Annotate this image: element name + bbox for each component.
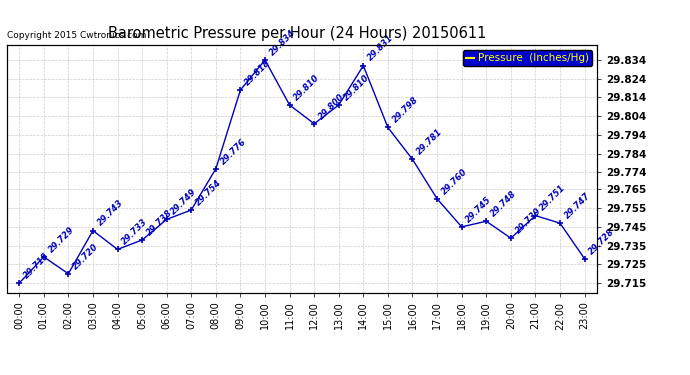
Text: 29.747: 29.747 [563, 191, 592, 220]
Text: 29.715: 29.715 [22, 251, 51, 280]
Text: 29.751: 29.751 [538, 183, 567, 213]
Text: Copyright 2015 Cwtronics.com: Copyright 2015 Cwtronics.com [8, 31, 147, 40]
Text: 29.760: 29.760 [440, 166, 469, 196]
Text: 29.831: 29.831 [366, 33, 395, 63]
Text: 29.834: 29.834 [268, 28, 297, 57]
Text: 29.748: 29.748 [489, 189, 518, 219]
Text: 29.810: 29.810 [342, 73, 371, 102]
Text: 29.798: 29.798 [391, 95, 420, 125]
Text: 29.728: 29.728 [587, 226, 617, 256]
Text: 29.743: 29.743 [96, 198, 125, 228]
Text: 29.800: 29.800 [317, 92, 346, 121]
Text: 29.810: 29.810 [293, 73, 322, 102]
Text: 29.818: 29.818 [243, 58, 273, 87]
Text: 29.733: 29.733 [120, 217, 150, 247]
Legend: Pressure  (Inches/Hg): Pressure (Inches/Hg) [463, 50, 591, 66]
Text: 29.754: 29.754 [194, 178, 224, 207]
Text: 29.745: 29.745 [464, 195, 494, 224]
Text: 29.739: 29.739 [513, 206, 543, 236]
Text: Barometric Pressure per Hour (24 Hours) 20150611: Barometric Pressure per Hour (24 Hours) … [108, 26, 486, 41]
Text: 29.749: 29.749 [170, 187, 199, 217]
Text: 29.720: 29.720 [71, 242, 101, 271]
Text: 29.776: 29.776 [219, 136, 248, 166]
Text: 29.781: 29.781 [415, 127, 444, 157]
Text: 29.738: 29.738 [145, 208, 174, 237]
Text: 29.729: 29.729 [46, 225, 76, 254]
